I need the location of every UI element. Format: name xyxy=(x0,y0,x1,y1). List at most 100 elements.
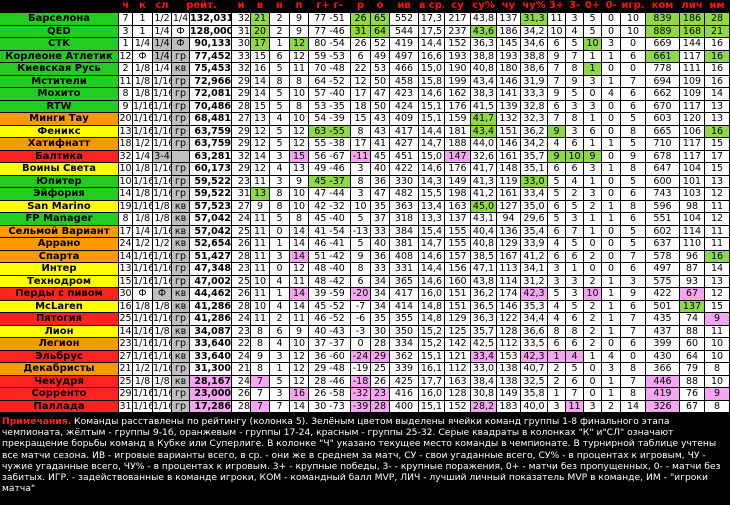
stat-cell: 1/16 xyxy=(153,75,171,87)
stat-cell: 15 xyxy=(351,113,370,125)
stat-cell: 125 xyxy=(445,325,470,337)
stat-cell: гр xyxy=(172,50,189,62)
stat-cell: 117 xyxy=(680,50,704,62)
stat-cell: 32 xyxy=(232,13,250,25)
stat-cell: 10 xyxy=(251,300,269,312)
stat-cell: 6 xyxy=(566,338,583,350)
stat-cell: 18 xyxy=(351,100,370,112)
stat-cell: 1/16 xyxy=(153,163,171,175)
stat-cell: 6 xyxy=(621,88,645,100)
stat-cell: 1/16 xyxy=(133,113,152,125)
team-name: Спарта xyxy=(0,250,118,262)
stat-cell: 5 xyxy=(270,125,289,137)
stat-cell: 17 xyxy=(351,138,370,150)
stat-cell: 18 xyxy=(119,138,132,150)
stat-cell: 9 xyxy=(584,150,601,162)
stat-cell: кв xyxy=(172,200,189,212)
stat-cell: 193 xyxy=(445,50,470,62)
stat-cell: Ф xyxy=(133,50,152,62)
stat-cell: 32,6 xyxy=(471,150,496,162)
stat-cell: 12 xyxy=(290,125,308,137)
stat-cell: 3 xyxy=(351,188,370,200)
stat-cell: 5 xyxy=(566,363,583,375)
stat-cell: 149 xyxy=(445,175,470,187)
stat-cell: 127 xyxy=(497,200,520,212)
stat-cell: 119 xyxy=(497,175,520,187)
stat-cell: 41 -54 xyxy=(309,225,350,237)
stat-cell: 8 xyxy=(566,113,583,125)
stat-cell: 419 xyxy=(646,388,679,400)
stat-cell: 47 xyxy=(371,88,389,100)
stat-cell: 36,5 xyxy=(471,300,496,312)
stat-cell: 3 xyxy=(566,288,583,300)
stat-cell: 3 xyxy=(584,75,601,87)
stat-cell: 53 xyxy=(371,63,389,75)
stat-cell: 14,7 xyxy=(419,138,444,150)
stat-cell: 38,8 xyxy=(521,50,547,62)
stat-cell: 15,8 xyxy=(419,75,444,87)
stat-cell: 87 xyxy=(680,263,704,275)
stat-cell: 1/16 xyxy=(153,400,171,412)
stat-cell: 193 xyxy=(497,50,520,62)
stat-cell: 1/4 xyxy=(153,50,171,62)
stat-cell: 8 xyxy=(251,338,269,350)
stat-cell: 7 xyxy=(251,400,269,412)
stat-cell: 414 xyxy=(390,300,418,312)
stat-cell: 20 xyxy=(251,25,269,37)
stat-cell: 419 xyxy=(390,38,418,50)
team-name: CTK xyxy=(0,38,118,50)
team-name: Декабристы xyxy=(0,363,118,375)
stat-cell: 6 xyxy=(548,250,565,262)
stat-cell: 8 xyxy=(566,325,583,337)
team-name: Барселона xyxy=(0,13,118,25)
stat-cell: 1/2 xyxy=(133,363,152,375)
stat-cell: 151 xyxy=(445,288,470,300)
stat-cell: кв xyxy=(172,325,189,337)
stat-cell: 1/16 xyxy=(133,313,152,325)
stat-cell: 5 xyxy=(566,38,583,50)
stat-cell: гр xyxy=(172,338,189,350)
stat-cell: 28 xyxy=(232,100,250,112)
stat-cell: 9 xyxy=(351,250,370,262)
stat-cell: 151 xyxy=(497,125,520,137)
stat-cell: 13 xyxy=(705,113,729,125)
stat-cell: 7 xyxy=(621,250,645,262)
stat-cell: 72,966 xyxy=(190,75,231,87)
stat-cell: 43,1 xyxy=(471,213,496,225)
stat-cell: 1 xyxy=(602,288,620,300)
stat-cell: 14 xyxy=(119,325,132,337)
stat-cell: 3 xyxy=(584,400,601,412)
stat-cell: 24 xyxy=(232,375,250,387)
stat-cell: 49 -46 xyxy=(309,163,350,175)
stat-cell: 14,6 xyxy=(419,163,444,175)
stat-cell: 14,7 xyxy=(419,238,444,250)
stat-cell: 34 xyxy=(371,288,389,300)
stat-cell: 14 xyxy=(251,150,269,162)
stat-cell: 43,8 xyxy=(471,275,496,287)
stat-cell: 137 xyxy=(497,13,520,25)
stat-cell: 104 xyxy=(680,163,704,175)
stat-cell: 41,5 xyxy=(471,100,496,112)
stat-cell: 129 xyxy=(445,313,470,325)
stat-cell: 2 xyxy=(584,275,601,287)
stat-cell: 6 xyxy=(621,300,645,312)
stat-cell: 6 xyxy=(351,50,370,62)
stat-cell: 34,4 xyxy=(521,313,547,325)
stat-cell: 132 xyxy=(497,113,520,125)
stat-cell: 408 xyxy=(390,250,418,262)
stat-cell: 41,2 xyxy=(471,188,496,200)
header-cell: о xyxy=(376,0,384,11)
stat-cell: 43,6 xyxy=(471,25,496,37)
header-cell: сл xyxy=(155,0,169,11)
stat-cell: 41 xyxy=(371,138,389,150)
stat-cell: 8 xyxy=(621,163,645,175)
stat-cell: 160 xyxy=(445,275,470,287)
stat-cell: 42,3 xyxy=(521,350,547,362)
stat-cell: 31 xyxy=(232,188,250,200)
stat-cell: 34,6 xyxy=(521,38,547,50)
stat-cell: 497 xyxy=(390,50,418,62)
stat-cell: 34,1 xyxy=(521,263,547,275)
stat-cell: 4 xyxy=(270,113,289,125)
stat-cell: 670 xyxy=(646,100,679,112)
stat-cell: 36 xyxy=(371,250,389,262)
